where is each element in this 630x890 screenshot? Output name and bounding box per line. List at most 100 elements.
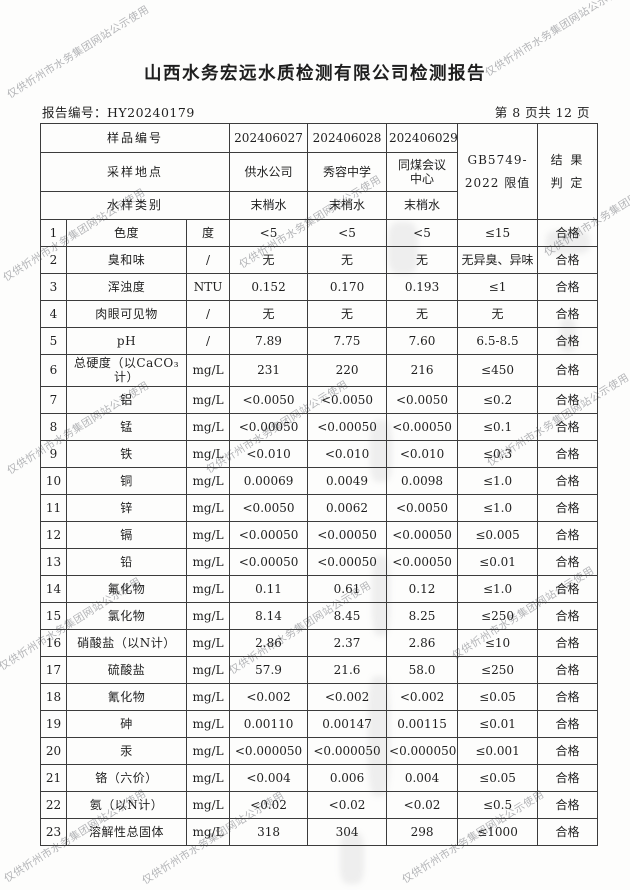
sample-no-2: 202406028 bbox=[307, 123, 388, 153]
result-verdict: 合格 bbox=[537, 547, 599, 576]
value-sample-2: 220 bbox=[307, 354, 388, 387]
value-sample-3: <0.00050 bbox=[386, 520, 459, 549]
unit: mg/L bbox=[185, 736, 231, 765]
value-sample-3: 58.0 bbox=[386, 655, 459, 684]
unit: / bbox=[185, 327, 231, 355]
value-sample-1: 57.9 bbox=[229, 655, 309, 684]
row-number: 2 bbox=[40, 246, 67, 274]
result-verdict: 合格 bbox=[537, 682, 599, 711]
limit-value: ≤0.3 bbox=[457, 439, 539, 468]
value-sample-1: 0.00069 bbox=[229, 466, 309, 495]
value-sample-1: <0.002 bbox=[229, 682, 309, 711]
parameter-name: 铅 bbox=[66, 547, 187, 576]
result-verdict: 合格 bbox=[537, 439, 599, 468]
result-verdict: 合格 bbox=[537, 385, 599, 414]
value-sample-2: <0.00050 bbox=[307, 412, 388, 441]
value-sample-2: 2.37 bbox=[307, 628, 388, 657]
unit: mg/L bbox=[185, 763, 231, 792]
limit-value: ≤0.01 bbox=[457, 709, 539, 738]
value-sample-2: <0.00050 bbox=[307, 520, 388, 549]
parameter-name: 肉眼可见物 bbox=[66, 300, 187, 328]
value-sample-2: 0.006 bbox=[307, 763, 388, 792]
water-type-label: 水样类别 bbox=[39, 191, 231, 220]
limit-value: ≤250 bbox=[457, 601, 539, 630]
limit-column-header: GB5749- 2022 限值 bbox=[457, 123, 539, 220]
value-sample-1: 318 bbox=[229, 817, 309, 846]
result-header-line2: 判 定 bbox=[550, 176, 585, 190]
row-number: 14 bbox=[40, 574, 67, 603]
parameter-name: 镉 bbox=[66, 520, 187, 549]
value-sample-1: <0.0050 bbox=[229, 493, 309, 522]
value-sample-3: 0.0098 bbox=[386, 466, 459, 495]
parameter-name: pH bbox=[66, 327, 187, 355]
table-row: 2 臭和味 / 无 无 无 无异臭、异味 合格 bbox=[40, 246, 599, 274]
parameter-name: 汞 bbox=[66, 736, 187, 765]
water-type-2: 末梢水 bbox=[307, 191, 388, 220]
value-sample-1: <5 bbox=[229, 219, 309, 247]
sample-no-label: 样品编号 bbox=[39, 123, 231, 153]
value-sample-3: <0.00050 bbox=[386, 412, 459, 441]
limit-value: ≤1.0 bbox=[457, 493, 539, 522]
parameter-name: 铜 bbox=[66, 466, 187, 495]
location-label: 采样地点 bbox=[39, 152, 231, 192]
table-row: 12 镉 mg/L <0.00050 <0.00050 <0.00050 ≤0.… bbox=[40, 520, 599, 549]
limit-value: ≤0.05 bbox=[457, 682, 539, 711]
limit-value: ≤0.001 bbox=[457, 736, 539, 765]
table-row: 23 溶解性总固体 mg/L 318 304 298 ≤1000 合格 bbox=[40, 817, 599, 846]
result-column-header: 结 果 判 定 bbox=[537, 123, 599, 220]
value-sample-2: <0.0050 bbox=[307, 385, 388, 414]
value-sample-1: 无 bbox=[229, 300, 309, 328]
sample-no-3: 202406029 bbox=[386, 123, 459, 153]
unit: mg/L bbox=[185, 817, 231, 846]
value-sample-2: 0.00147 bbox=[307, 709, 388, 738]
value-sample-2: 无 bbox=[307, 246, 388, 274]
row-number: 3 bbox=[40, 273, 67, 301]
row-number: 12 bbox=[40, 520, 67, 549]
limit-value: 无异臭、异味 bbox=[457, 246, 539, 274]
row-number: 18 bbox=[40, 682, 67, 711]
unit: mg/L bbox=[185, 439, 231, 468]
table-row: 4 肉眼可见物 / 无 无 无 无 合格 bbox=[40, 300, 599, 328]
row-number: 11 bbox=[40, 493, 67, 522]
parameter-name: 硝酸盐（以N计） bbox=[66, 628, 187, 657]
meta-row: 报告编号：HY20240179 第 8 页共 12 页 bbox=[42, 102, 590, 121]
parameter-name: 氰化物 bbox=[66, 682, 187, 711]
unit: mg/L bbox=[185, 709, 231, 738]
value-sample-1: <0.00050 bbox=[229, 412, 309, 441]
result-verdict: 合格 bbox=[537, 327, 599, 355]
limit-value: ≤0.2 bbox=[457, 385, 539, 414]
result-verdict: 合格 bbox=[537, 628, 599, 657]
table-row: 8 锰 mg/L <0.00050 <0.00050 <0.00050 ≤0.1… bbox=[40, 412, 599, 441]
value-sample-1: <0.0050 bbox=[229, 385, 309, 414]
value-sample-1: 2.86 bbox=[229, 628, 309, 657]
water-type-1: 末梢水 bbox=[229, 191, 309, 220]
table-row: 14 氟化物 mg/L 0.11 0.61 0.12 ≤1.0 合格 bbox=[40, 574, 599, 603]
result-verdict: 合格 bbox=[537, 709, 599, 738]
limit-value: ≤450 bbox=[457, 354, 539, 387]
value-sample-3: <0.010 bbox=[386, 439, 459, 468]
location-3: 同煤会议中心 bbox=[386, 152, 459, 192]
unit: mg/L bbox=[185, 790, 231, 819]
value-sample-3: 8.25 bbox=[386, 601, 459, 630]
result-header-line1: 结 果 bbox=[550, 152, 585, 167]
table-row: 17 硫酸盐 mg/L 57.9 21.6 58.0 ≤250 合格 bbox=[40, 655, 599, 684]
value-sample-1: <0.010 bbox=[229, 439, 309, 468]
row-number: 17 bbox=[40, 655, 67, 684]
result-verdict: 合格 bbox=[537, 790, 599, 819]
row-number: 1 bbox=[40, 219, 67, 247]
limit-header-line1: GB5749- bbox=[467, 152, 528, 167]
parameter-name: 铁 bbox=[66, 439, 187, 468]
unit: mg/L bbox=[185, 354, 231, 387]
table-row: 15 氯化物 mg/L 8.14 8.45 8.25 ≤250 合格 bbox=[40, 601, 599, 630]
result-verdict: 合格 bbox=[537, 574, 599, 603]
parameter-name: 锌 bbox=[66, 493, 187, 522]
limit-value: ≤1 bbox=[457, 273, 539, 301]
value-sample-3: <5 bbox=[386, 219, 459, 247]
table-row: 21 铬（六价） mg/L <0.004 0.006 0.004 ≤0.05 合… bbox=[40, 763, 599, 792]
value-sample-3: <0.0050 bbox=[386, 493, 459, 522]
result-verdict: 合格 bbox=[537, 601, 599, 630]
value-sample-2: <0.002 bbox=[307, 682, 388, 711]
unit: / bbox=[185, 300, 231, 328]
value-sample-3: 0.193 bbox=[386, 273, 459, 301]
limit-value: 无 bbox=[457, 300, 539, 328]
